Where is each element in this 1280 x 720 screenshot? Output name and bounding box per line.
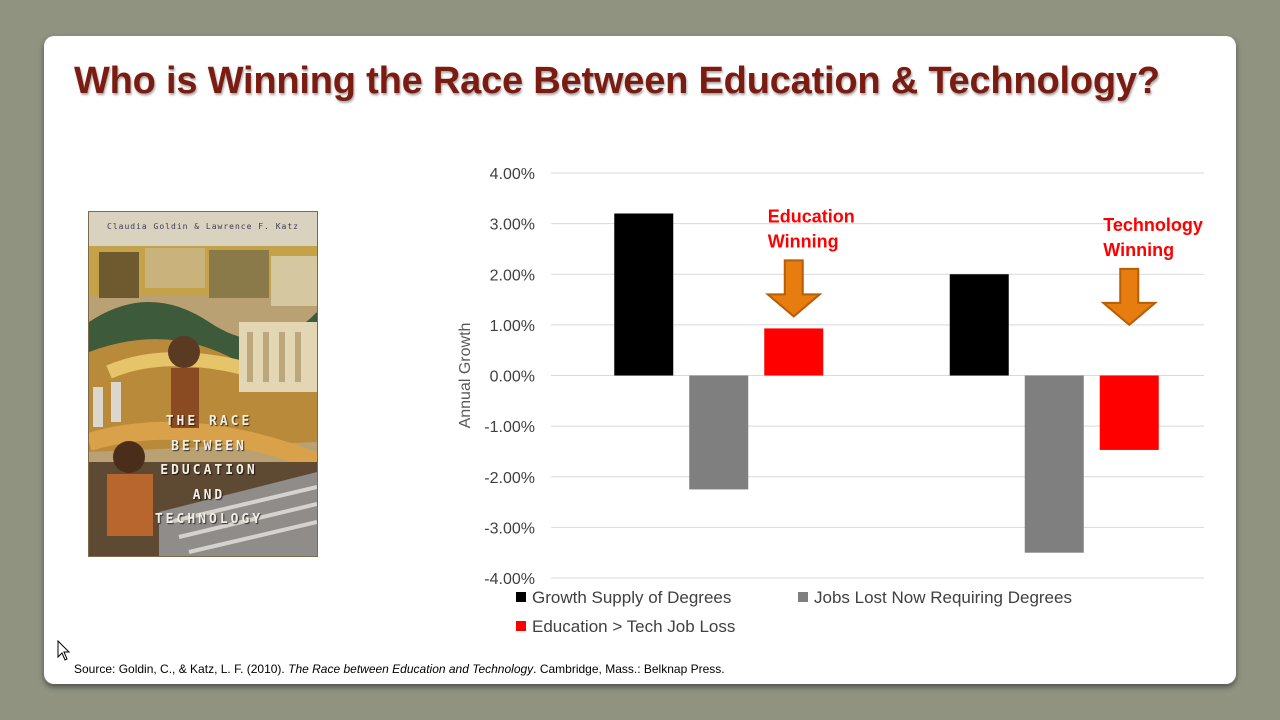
source-prefix: Source: Goldin, C., & Katz, L. F. (2010)…	[74, 662, 289, 676]
slide-title: Who is Winning the Race Between Educatio…	[74, 60, 1160, 102]
legend-item: Jobs Lost Now Requiring Degrees	[798, 588, 1072, 608]
source-suffix: . Cambridge, Mass.: Belknap Press.	[533, 662, 725, 676]
y-tick-label: 1.00%	[490, 318, 535, 335]
y-tick-label: 0.00%	[490, 369, 535, 386]
y-tick-label: -3.00%	[484, 520, 535, 537]
y-tick-label: 3.00%	[490, 217, 535, 234]
book-title-line: AND	[192, 487, 226, 503]
mouse-pointer-icon	[57, 640, 71, 661]
bar	[949, 274, 1009, 376]
legend-label: Education > Tech Job Loss	[532, 617, 736, 636]
annotation-text: Education	[768, 206, 855, 226]
down-arrow-icon	[1100, 267, 1158, 327]
bar-chart: 4.00% 3.00% 2.00% 1.00% 0.00% -1.00% -2.00% -3.…	[457, 166, 1204, 586]
legend-swatch-growth-supply	[516, 591, 526, 602]
bar	[614, 213, 674, 376]
legend-item: Education > Tech Job Loss	[516, 617, 735, 637]
book-title-line: BETWEEN	[171, 438, 247, 454]
y-tick-label: 4.00%	[490, 166, 535, 183]
bar	[1099, 375, 1159, 450]
source-citation: Source: Goldin, C., & Katz, L. F. (2010)…	[74, 662, 725, 676]
legend-swatch-jobs-lost	[798, 591, 808, 602]
y-tick-label: -4.00%	[484, 571, 535, 586]
book-title: THE RACE BETWEEN EDUCATION AND TECHNOLOG…	[129, 410, 289, 533]
legend-label: Jobs Lost Now Requiring Degrees	[814, 588, 1072, 607]
book-authors: Claudia Goldin & Lawrence F. Katz	[107, 222, 299, 231]
book-cover-image: Claudia Goldin & Lawrence F. Katz THE RA…	[88, 211, 318, 557]
y-axis-label: Annual Growth	[457, 323, 474, 429]
y-tick-label: 2.00%	[490, 267, 535, 284]
slide: Who is Winning the Race Between Educatio…	[44, 36, 1236, 684]
legend-swatch-education-tech	[516, 620, 526, 631]
bar	[764, 328, 824, 376]
y-tick-label: -2.00%	[484, 470, 535, 487]
down-arrow-icon	[765, 259, 823, 318]
book-cover-artwork	[89, 212, 317, 556]
source-book-title: The Race between Education and Technolog…	[288, 662, 534, 676]
bar	[689, 375, 749, 490]
book-title-line: THE RACE	[165, 414, 253, 429]
annotation-text: Technology	[1103, 215, 1203, 235]
annotation-text: Winning	[1103, 240, 1174, 260]
chart-legend: Growth Supply of Degrees Jobs Lost Now R…	[516, 588, 1136, 648]
legend-item: Growth Supply of Degrees	[516, 588, 731, 608]
legend-label: Growth Supply of Degrees	[532, 588, 732, 607]
book-title-line: TECHNOLOGY	[154, 512, 264, 527]
bar	[1024, 375, 1084, 553]
annotation-text: Winning	[768, 231, 839, 251]
y-tick-label: -1.00%	[484, 419, 535, 436]
book-title-line: EDUCATION	[160, 463, 258, 478]
